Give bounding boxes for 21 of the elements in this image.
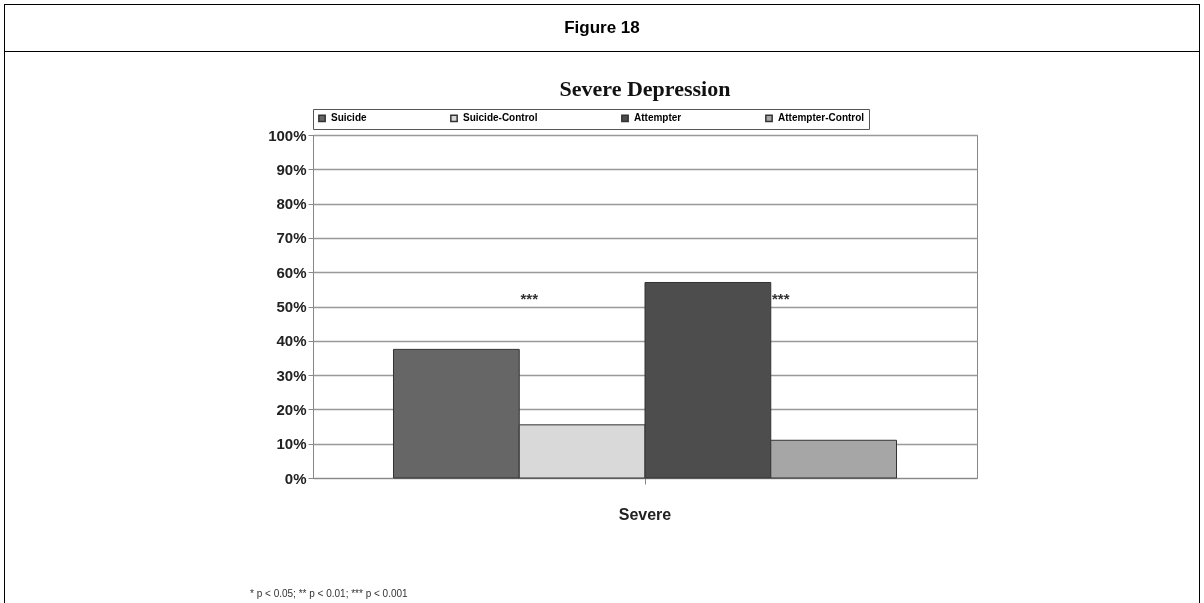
y-tick-label: 0% bbox=[284, 469, 307, 487]
x-tick-label: Severe bbox=[618, 505, 672, 523]
y-tick-label: 60% bbox=[276, 263, 307, 281]
annotation: *** bbox=[520, 290, 538, 307]
y-tick-label: 40% bbox=[276, 332, 307, 350]
annotation: *** bbox=[771, 290, 790, 307]
chart-subtitle: Severe Depression bbox=[559, 75, 731, 101]
text: * p < 0.05; ** p < 0.01; *** p < 0.001 bbox=[250, 588, 408, 599]
legend-label: Suicide bbox=[331, 112, 367, 124]
y-tick-label: 90% bbox=[276, 160, 307, 178]
y-tick-label: 50% bbox=[276, 298, 307, 315]
chart-title: Figure 18 bbox=[5, 5, 1199, 52]
legend-label: Suicide-Control bbox=[463, 112, 538, 124]
legend-label: Attempter-Control bbox=[778, 112, 865, 124]
y-tick-label: 10% bbox=[276, 435, 307, 453]
y-tick-label: 80% bbox=[276, 195, 307, 213]
y-tick-label: 70% bbox=[276, 229, 307, 247]
y-tick-label: 20% bbox=[276, 400, 307, 418]
y-tick-label: 100% bbox=[268, 126, 307, 144]
y-tick-label: 30% bbox=[276, 366, 307, 384]
legend-label: Attempter bbox=[634, 112, 682, 124]
